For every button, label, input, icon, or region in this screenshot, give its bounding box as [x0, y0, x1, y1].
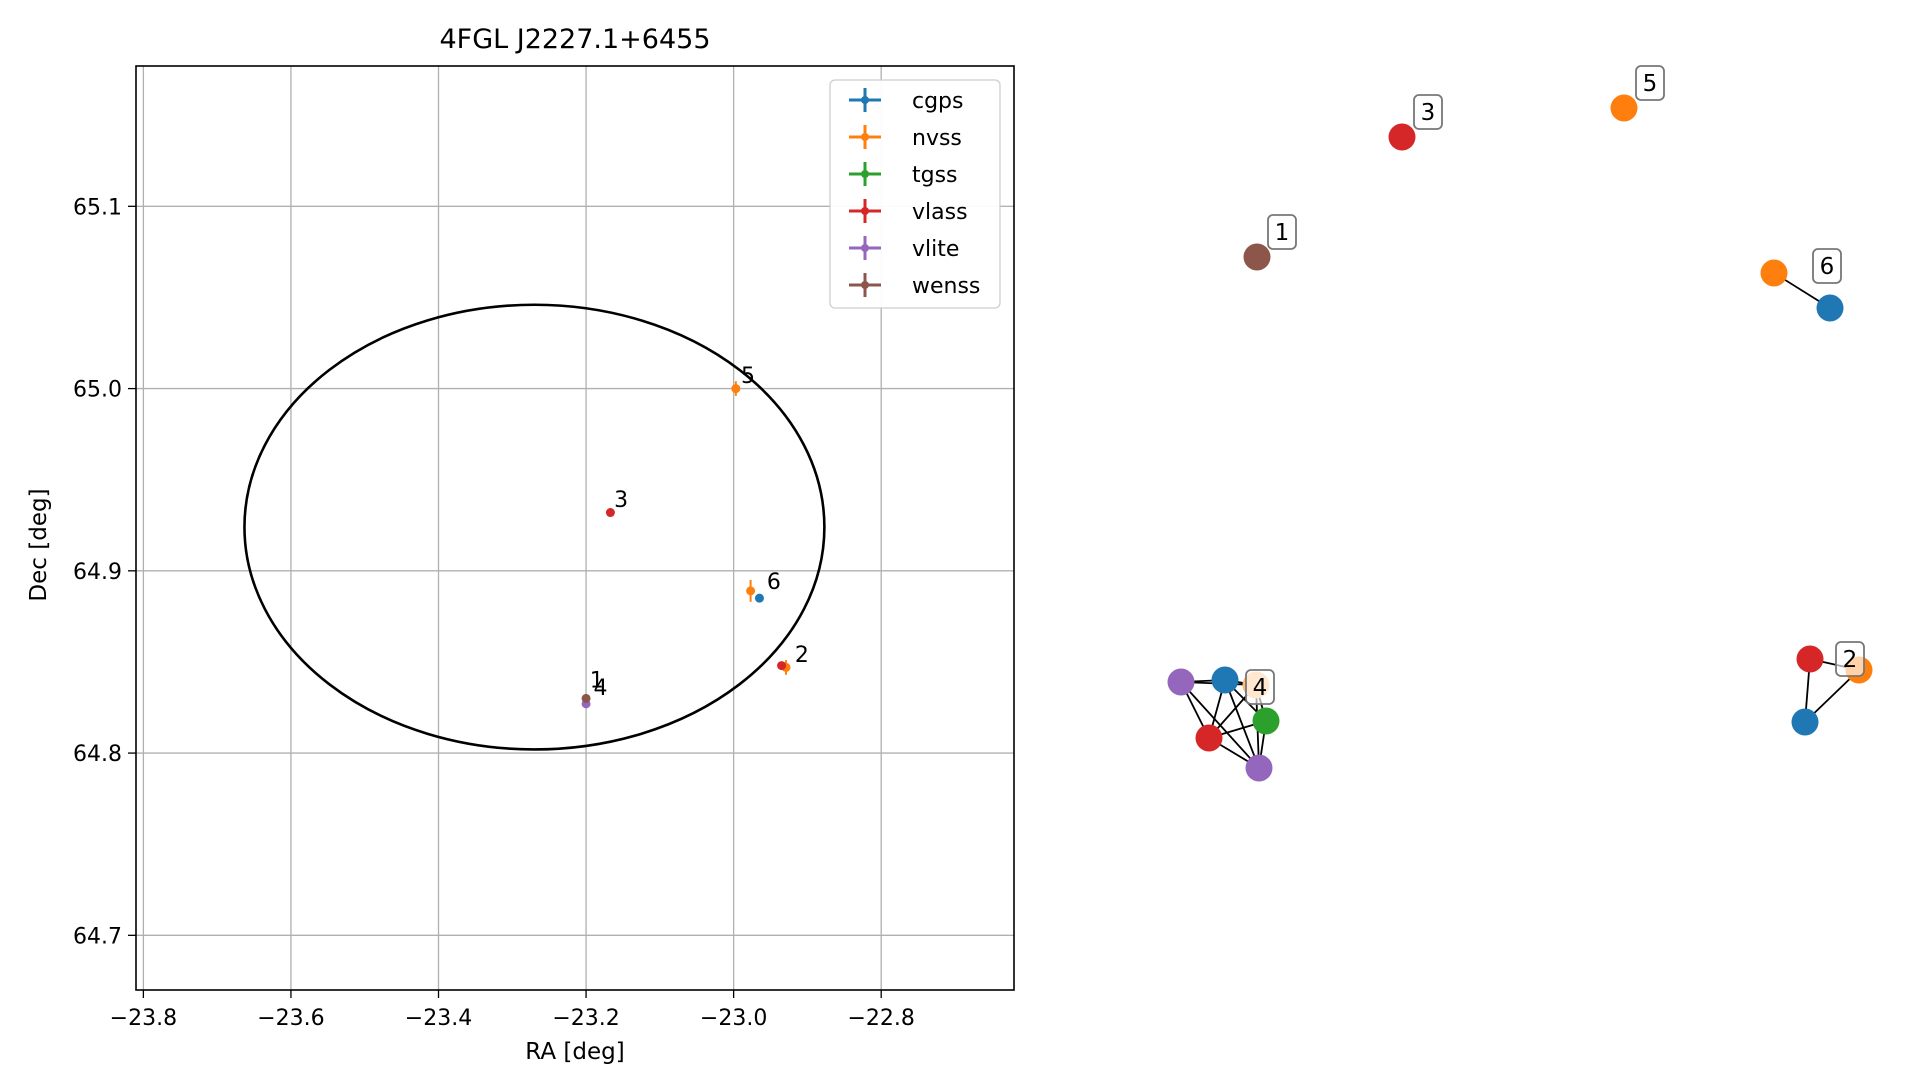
error-ellipse [243, 303, 826, 751]
legend-marker-dot [861, 244, 869, 252]
legend-marker-dot [861, 207, 869, 215]
network-node [1796, 645, 1824, 673]
cgps-point [754, 593, 764, 603]
point-label-4: 4 [593, 676, 607, 701]
legend-marker-dot [861, 133, 869, 141]
legend-marker-dot [861, 170, 869, 178]
network-node [1791, 708, 1819, 736]
network-label-box [1812, 248, 1842, 284]
nvss-point [731, 384, 741, 394]
network-node [1816, 294, 1844, 322]
y-tick-label: 64.9 [73, 560, 122, 585]
x-tick-label: −23.2 [552, 1006, 619, 1031]
plot-area: 14 2 3 5 6 −23.8 −23.6 −23.4 −23.2 −23.0 −22.8 64.7… [73, 65, 1015, 1031]
network-label-box [1245, 669, 1275, 705]
legend: cgps nvss tgss vlass vlite wenss [829, 79, 1001, 309]
point-label-1: 1 [590, 668, 604, 693]
network-node [1243, 243, 1271, 271]
chart-title: 4FGL J2227.1+6455 [439, 24, 710, 55]
point-label-3: 3 [614, 488, 628, 513]
network-node [1245, 754, 1273, 782]
vlass-point [605, 508, 615, 518]
vlass-point [777, 661, 787, 671]
network-label-3: 3 [1421, 100, 1436, 126]
network-label-box [1635, 65, 1665, 101]
network-label-box [1267, 214, 1297, 250]
network-node [1252, 707, 1280, 735]
wenss-point [581, 693, 591, 703]
network-node [1167, 668, 1195, 696]
network-node [1211, 666, 1239, 694]
point-label-6: 6 [767, 570, 781, 595]
legend-label-vlass: vlass [912, 200, 968, 225]
legend-label-wenss: wenss [912, 274, 980, 299]
axes-frame [135, 65, 1015, 991]
network-node [1760, 259, 1788, 287]
legend-label-vlite: vlite [912, 237, 959, 262]
network-label-4: 4 [1253, 675, 1268, 701]
network-node [1388, 123, 1416, 151]
y-axis-label: Dec [deg] [26, 488, 52, 601]
legend-label-tgss: tgss [912, 163, 958, 188]
legend-marker-dot [861, 96, 869, 104]
x-tick-label: −23.8 [110, 1006, 177, 1031]
legend-label-cgps: cgps [912, 89, 964, 114]
y-tick-label: 64.7 [73, 924, 122, 949]
network-label-1: 1 [1275, 220, 1290, 246]
x-tick-label: −23.6 [257, 1006, 324, 1031]
legend-label-nvss: nvss [912, 126, 962, 151]
network-panel: 1 3 5 6 4 2 [1167, 65, 1873, 782]
x-tick-label: −22.8 [847, 1006, 914, 1031]
y-tick-label: 65.0 [73, 378, 122, 403]
point-label-5: 5 [741, 364, 755, 389]
network-edge [1224, 679, 1260, 769]
x-axis-label: RA [deg] [525, 1039, 624, 1065]
y-tick-label: 65.1 [73, 195, 122, 220]
network-label-box [1413, 94, 1443, 130]
point-label-2: 2 [795, 643, 809, 668]
network-label-2: 2 [1843, 647, 1858, 673]
nvss-point [746, 586, 756, 596]
x-tick-label: −23.0 [700, 1006, 767, 1031]
legend-marker-dot [861, 281, 869, 289]
network-label-6: 6 [1820, 254, 1835, 280]
network-label-box [1835, 641, 1865, 677]
y-tick-label: 64.8 [73, 742, 122, 767]
network-node [1610, 94, 1638, 122]
network-node [1195, 724, 1223, 752]
x-tick-label: −23.4 [405, 1006, 472, 1031]
network-label-5: 5 [1643, 71, 1658, 97]
